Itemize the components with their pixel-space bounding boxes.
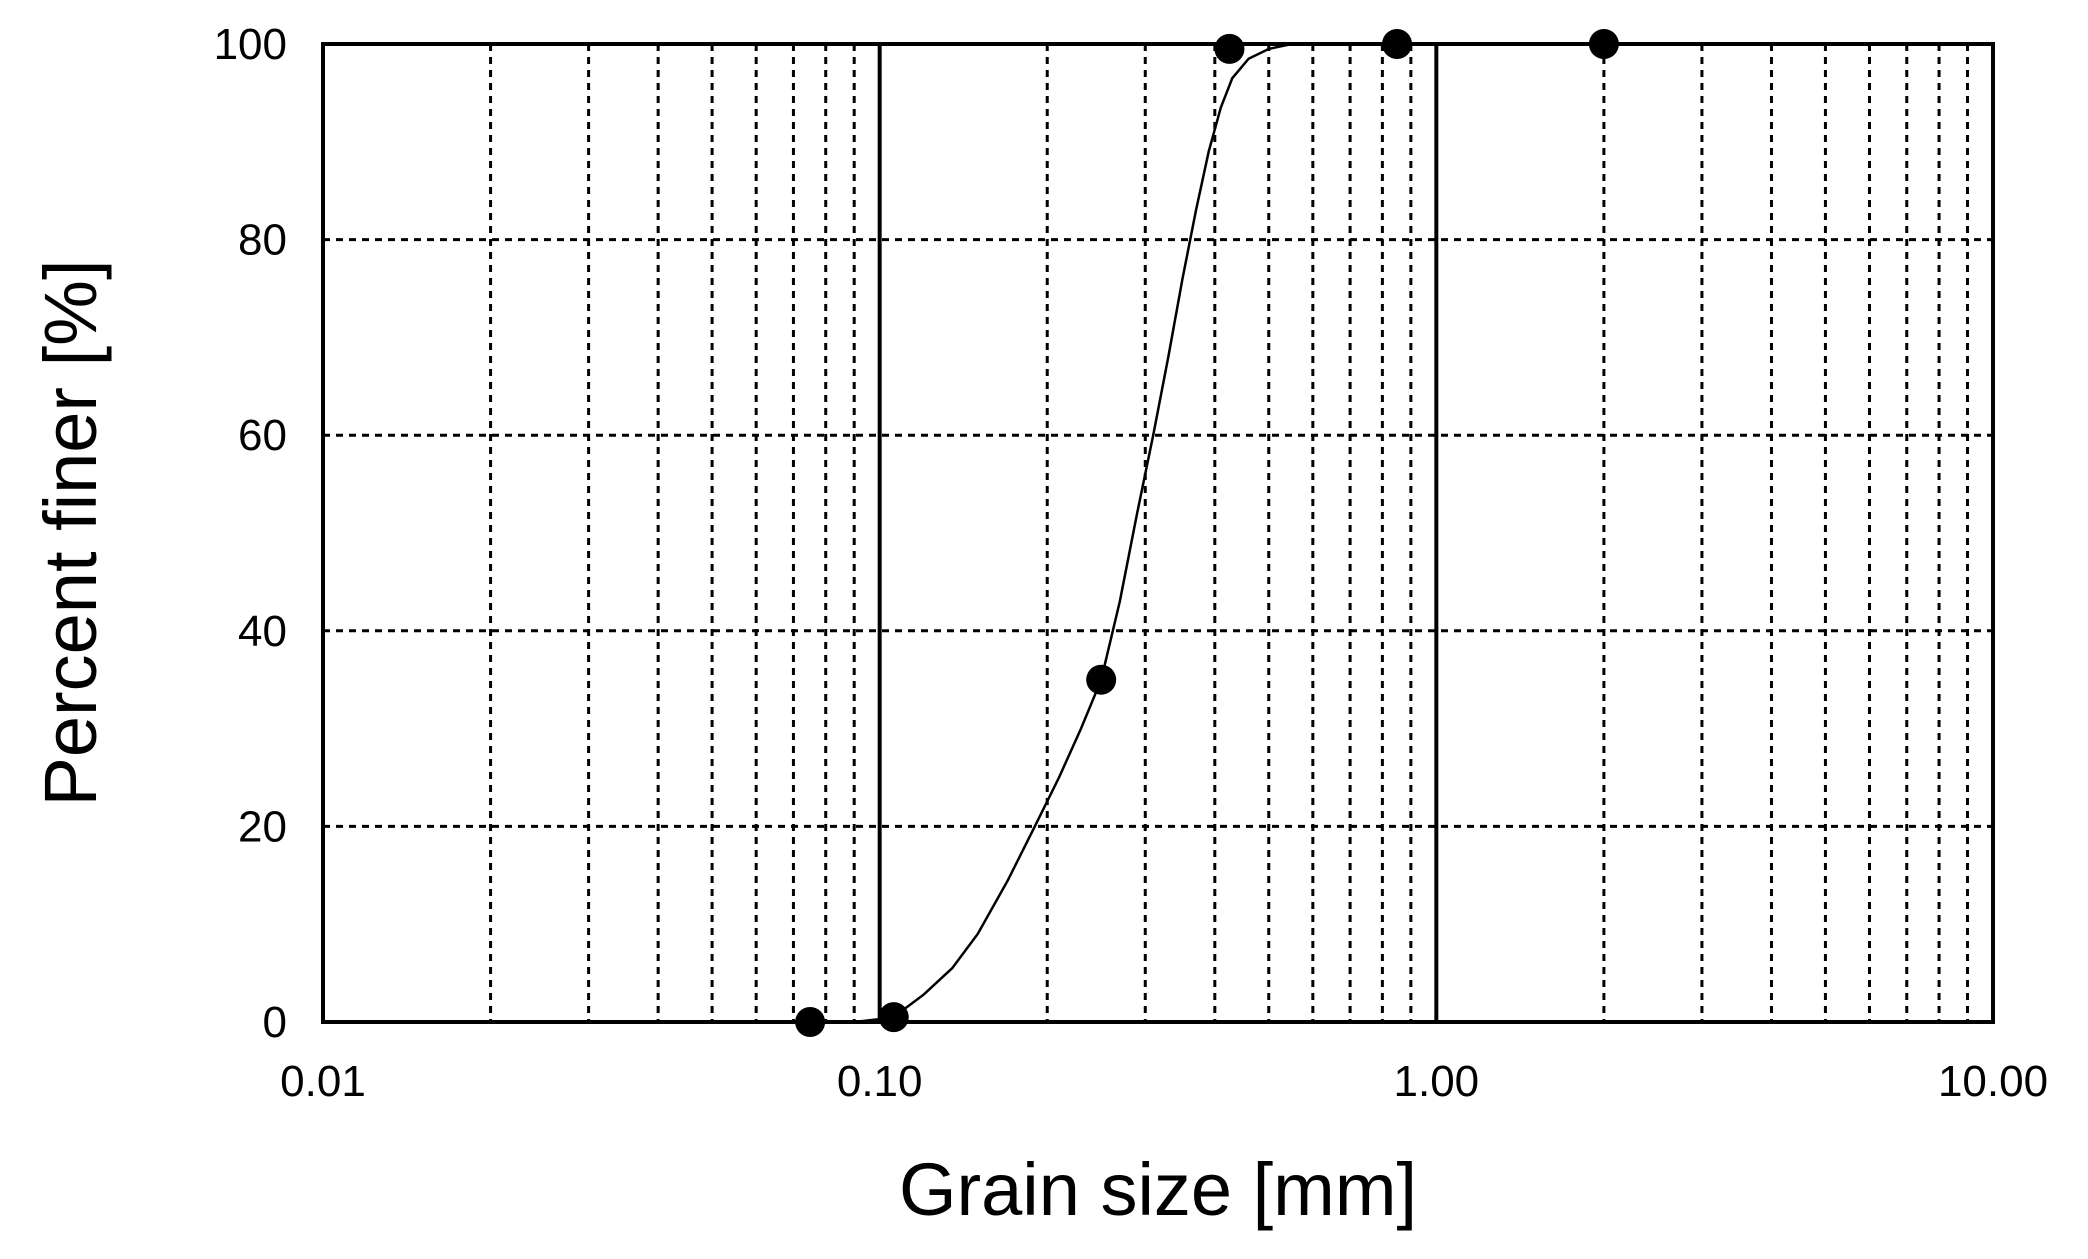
fit-curve	[810, 42, 1604, 1024]
x-tick-label: 0.01	[280, 1057, 366, 1106]
y-tick-label: 40	[238, 607, 287, 656]
data-point	[795, 1007, 826, 1037]
data-point	[1382, 29, 1413, 59]
data-point	[1214, 33, 1245, 64]
y-axis-title: Percent finer [%]	[29, 259, 112, 806]
x-tick-labels: 0.01 0.10 1.00 10.00	[280, 1057, 2048, 1106]
data-point	[1086, 664, 1117, 695]
grid-lines	[323, 44, 1993, 1022]
x-axis-title: Grain size [mm]	[899, 1148, 1417, 1231]
x-tick-label: 10.00	[1938, 1057, 2048, 1106]
y-tick-label: 20	[238, 802, 287, 851]
data-point	[878, 1002, 909, 1033]
plot-frame	[321, 42, 1995, 1024]
y-tick-labels: 0 20 40 60 80 100	[214, 20, 287, 1047]
y-tick-label: 0	[263, 998, 287, 1047]
x-tick-label: 0.10	[837, 1057, 923, 1106]
y-tick-label: 80	[238, 216, 287, 265]
data-point	[1588, 29, 1619, 59]
y-tick-label: 100	[214, 20, 287, 69]
y-tick-label: 60	[238, 411, 287, 460]
x-tick-label: 1.00	[1394, 1057, 1480, 1106]
data-points	[795, 29, 1619, 1037]
decade-lines	[877, 44, 1439, 1022]
